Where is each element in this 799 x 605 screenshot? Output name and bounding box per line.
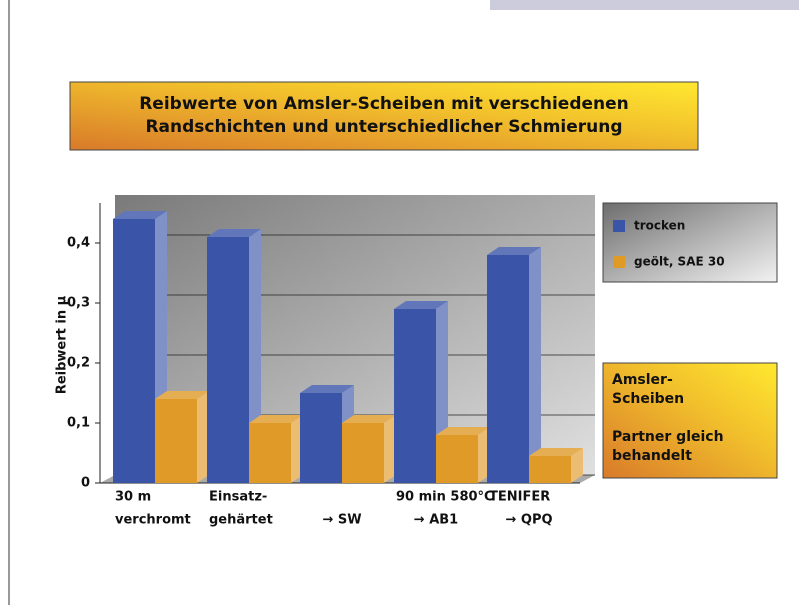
bar [529,456,571,483]
bar-top [529,448,583,456]
bar [155,399,197,483]
bar-top [113,211,167,219]
bar-top [300,385,354,393]
bar-top [342,415,396,423]
bar [436,435,478,483]
x-tick-label: 30 m [115,490,151,505]
bar-top [207,229,261,237]
bar [487,255,529,483]
bar-side [384,415,396,483]
chart-title: Reibwerte von Amsler-Scheiben mit versch… [139,94,629,114]
x-tick-label: verchromt [115,513,191,528]
note-box [602,362,778,479]
bar-side [571,448,583,483]
chart-title: Randschichten und unterschiedlicher Schm… [145,117,622,137]
x-tick-label: gehärtet [209,513,273,528]
x-tick-label: Einsatz- [209,490,267,505]
x-tick-label: → AB1 [414,513,458,528]
legend-swatch [613,220,625,232]
legend-label: trocken [634,219,685,233]
bar [249,423,291,483]
x-tick-label: → SW [322,513,361,528]
bar [300,393,342,483]
note-text: Amsler- [612,372,673,388]
y-axis-label: Reibwert in µ [55,295,70,394]
y-tick-label: 0,2 [67,356,90,371]
title-box [69,81,699,151]
x-tick-label: TENIFER [489,490,550,505]
x-tick-label: 90 min 580°C [396,490,494,505]
y-tick-label: 0,1 [67,416,90,431]
y-tick-label: 0 [81,476,90,491]
bar-top [436,427,490,435]
bar [207,237,249,483]
bar-side [197,391,209,483]
legend-swatch [613,256,625,268]
legend [602,202,778,283]
bar-top [487,247,541,255]
bar-top [155,391,209,399]
bar-top [249,415,303,423]
note-text: Scheiben [612,391,684,407]
bar-top [394,301,448,309]
note-text: behandelt [612,448,692,464]
legend-label: geölt, SAE 30 [634,255,725,269]
bar [342,423,384,483]
x-tick-label: → QPQ [505,513,552,528]
y-tick-label: 0,4 [67,236,90,251]
note-text: Partner gleich [612,429,724,445]
y-tick-label: 0,3 [67,296,90,311]
top-strip [490,0,799,10]
bar-side [529,247,541,483]
bar [394,309,436,483]
bar [113,219,155,483]
